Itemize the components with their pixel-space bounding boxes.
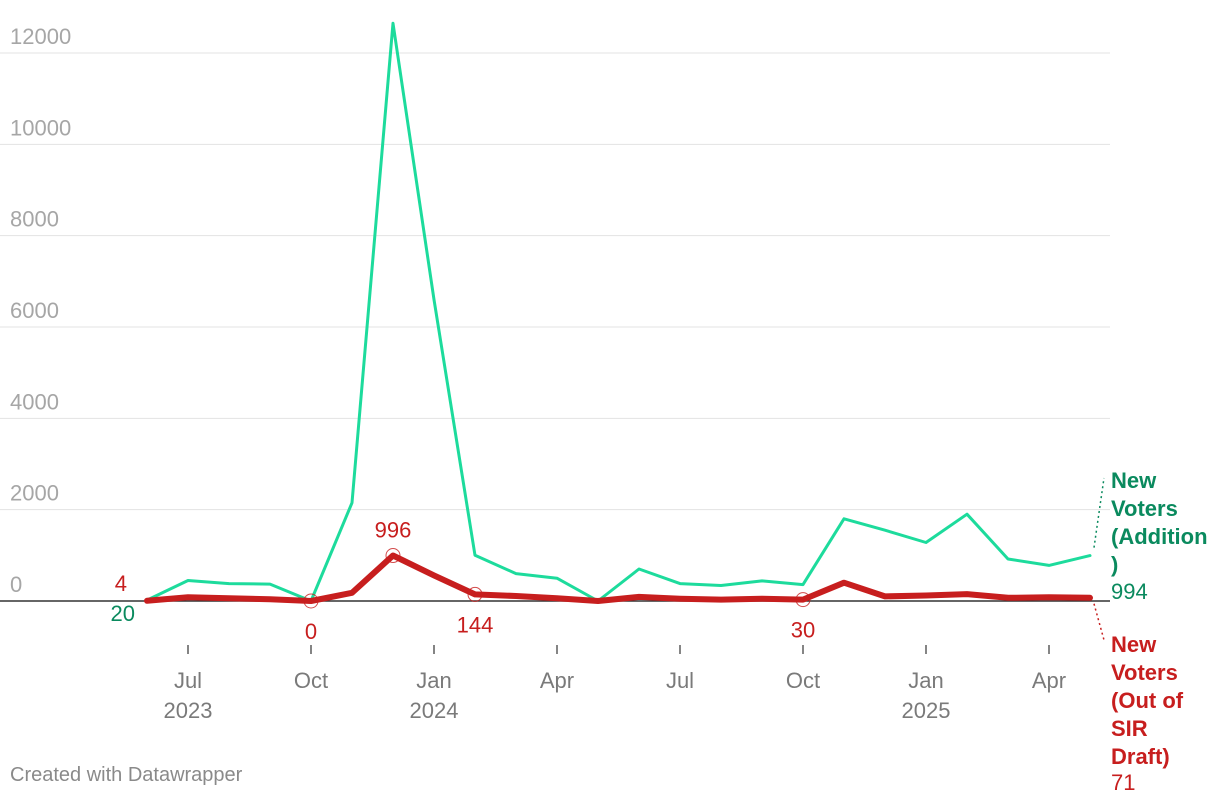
data-point [802, 583, 804, 586]
legend-label-addition: (Addition [1111, 524, 1208, 549]
data-point [1089, 554, 1091, 557]
x-tick-year-label: 2024 [410, 698, 459, 723]
data-label: 4 [115, 571, 127, 596]
data-point [720, 598, 722, 601]
data-label: 30 [791, 618, 815, 643]
data-point [884, 529, 886, 532]
x-tick-label: Oct [294, 668, 328, 693]
data-point [843, 517, 845, 520]
x-tick-year-label: 2025 [902, 698, 951, 723]
legend-label-draft: (Out of [1111, 688, 1184, 713]
legend-label-addition: ) [1111, 552, 1118, 577]
gridlines [0, 52, 1110, 602]
x-tick-label: Jan [416, 668, 451, 693]
x-axis: Jul 2023 Oct Jan 2024 Apr Jul Oct Jan 2025 Apr [164, 645, 1066, 723]
data-point [597, 600, 599, 602]
data-point [351, 591, 353, 594]
series-line-draft [144, 552, 1093, 604]
data-point [1048, 596, 1050, 599]
x-tick-year-label: 2023 [164, 698, 213, 723]
data-point [228, 597, 230, 600]
x-tick-label: Oct [786, 668, 820, 693]
data-point [146, 599, 148, 602]
y-tick-label: 0 [10, 572, 22, 597]
data-point [761, 597, 763, 600]
y-tick-label: 10000 [10, 115, 71, 140]
data-point [392, 22, 394, 25]
legend-value-addition: 994 [1111, 579, 1148, 604]
data-label: 0 [305, 619, 317, 644]
legend-leader-draft [1093, 603, 1105, 641]
y-axis: 0 2000 4000 6000 8000 10000 12000 [10, 24, 71, 597]
series-lines [144, 21, 1093, 604]
annotation-marker [795, 592, 811, 608]
data-point [187, 579, 189, 582]
y-tick-label: 8000 [10, 207, 59, 232]
credit-text: Created with Datawrapper [10, 764, 243, 786]
data-point [1089, 596, 1091, 599]
data-point [1048, 564, 1050, 567]
data-point [228, 582, 230, 585]
data-point [679, 597, 681, 600]
annotation-marker [385, 548, 401, 564]
data-point [556, 597, 558, 600]
data-point [966, 513, 968, 516]
annotations: 4 20 0 996 144 30 [111, 518, 816, 644]
x-tick-label: Jan [908, 668, 943, 693]
data-point [269, 583, 271, 586]
data-point [925, 594, 927, 597]
data-point [474, 593, 476, 596]
legend-label-draft: Draft) [1111, 744, 1170, 769]
data-point [720, 584, 722, 587]
data-point [351, 501, 353, 504]
data-point [515, 572, 517, 575]
data-point [433, 574, 435, 577]
legend-value-draft: 71 [1111, 770, 1135, 795]
x-tick-label: Jul [174, 668, 202, 693]
data-point [679, 582, 681, 585]
y-tick-label: 4000 [10, 389, 59, 414]
data-point [556, 577, 558, 580]
data-point [761, 579, 763, 582]
y-tick-label: 6000 [10, 298, 59, 323]
legend-leader-addition [1093, 477, 1105, 548]
data-point [474, 554, 476, 557]
data-point [515, 594, 517, 597]
data-point [638, 595, 640, 598]
data-point [966, 593, 968, 596]
x-tick-label: Jul [666, 668, 694, 693]
y-tick-label: 12000 [10, 24, 71, 49]
legend-label-addition: New [1111, 468, 1157, 493]
data-point [638, 568, 640, 571]
annotation-marker [467, 586, 483, 602]
legend-label-addition: Voters [1111, 496, 1178, 521]
legend: New Voters (Addition)994 New Voters (Out of SI… [1093, 468, 1208, 795]
data-point [884, 595, 886, 598]
data-point [269, 598, 271, 601]
legend-label-draft: SIR [1111, 716, 1148, 741]
data-point [187, 596, 189, 599]
data-label: 20 [111, 601, 135, 626]
data-point [802, 598, 804, 601]
data-point [1007, 557, 1009, 560]
data-label: 144 [457, 612, 494, 637]
data-point [392, 554, 394, 557]
data-point [310, 600, 312, 602]
x-tick-label: Apr [1032, 668, 1066, 693]
data-point [433, 298, 435, 301]
y-tick-label: 2000 [10, 481, 59, 506]
data-label: 996 [375, 518, 412, 543]
series-line-addition [145, 21, 1092, 603]
data-point [925, 541, 927, 544]
legend-label-draft: New [1111, 632, 1157, 657]
annotation-marker [303, 593, 319, 609]
data-point [843, 581, 845, 584]
x-tick-label: Apr [540, 668, 574, 693]
legend-label-draft: Voters [1111, 660, 1178, 685]
data-point [1007, 596, 1009, 599]
